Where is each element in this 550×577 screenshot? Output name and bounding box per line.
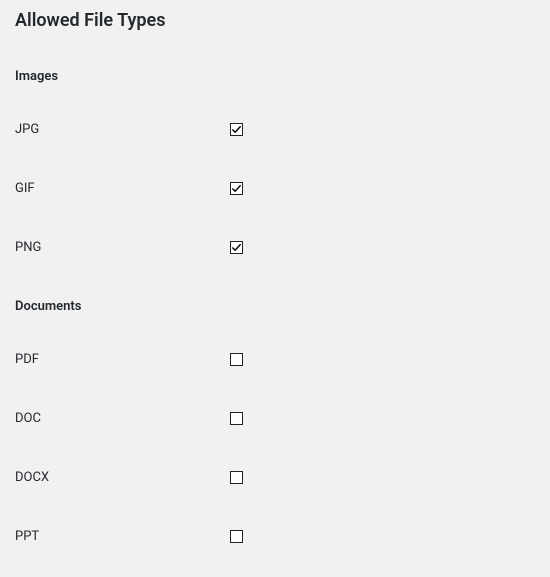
row-gif: GIF <box>15 181 535 196</box>
label-jpg: JPG <box>15 122 230 137</box>
checkbox-jpg[interactable] <box>230 123 243 136</box>
checkbox-ppt[interactable] <box>230 530 243 543</box>
label-gif: GIF <box>15 181 230 196</box>
label-ppt: PPT <box>15 529 230 544</box>
checkbox-pdf[interactable] <box>230 353 243 366</box>
row-jpg: JPG <box>15 122 535 137</box>
checkbox-png[interactable] <box>230 241 243 254</box>
checkbox-doc[interactable] <box>230 412 243 425</box>
checkbox-docx[interactable] <box>230 471 243 484</box>
label-docx: DOCX <box>15 470 230 485</box>
group-label-images: Images <box>15 69 535 84</box>
group-images: Images JPG GIF PNG <box>15 69 535 255</box>
row-pdf: PDF <box>15 352 535 367</box>
group-documents: Documents PDF DOC DOCX PPT <box>15 299 535 544</box>
row-png: PNG <box>15 240 535 255</box>
label-doc: DOC <box>15 411 230 426</box>
row-docx: DOCX <box>15 470 535 485</box>
row-ppt: PPT <box>15 529 535 544</box>
row-doc: DOC <box>15 411 535 426</box>
checkbox-gif[interactable] <box>230 182 243 195</box>
group-label-documents: Documents <box>15 299 535 314</box>
label-png: PNG <box>15 240 230 255</box>
page-title: Allowed File Types <box>15 10 535 31</box>
label-pdf: PDF <box>15 352 230 367</box>
